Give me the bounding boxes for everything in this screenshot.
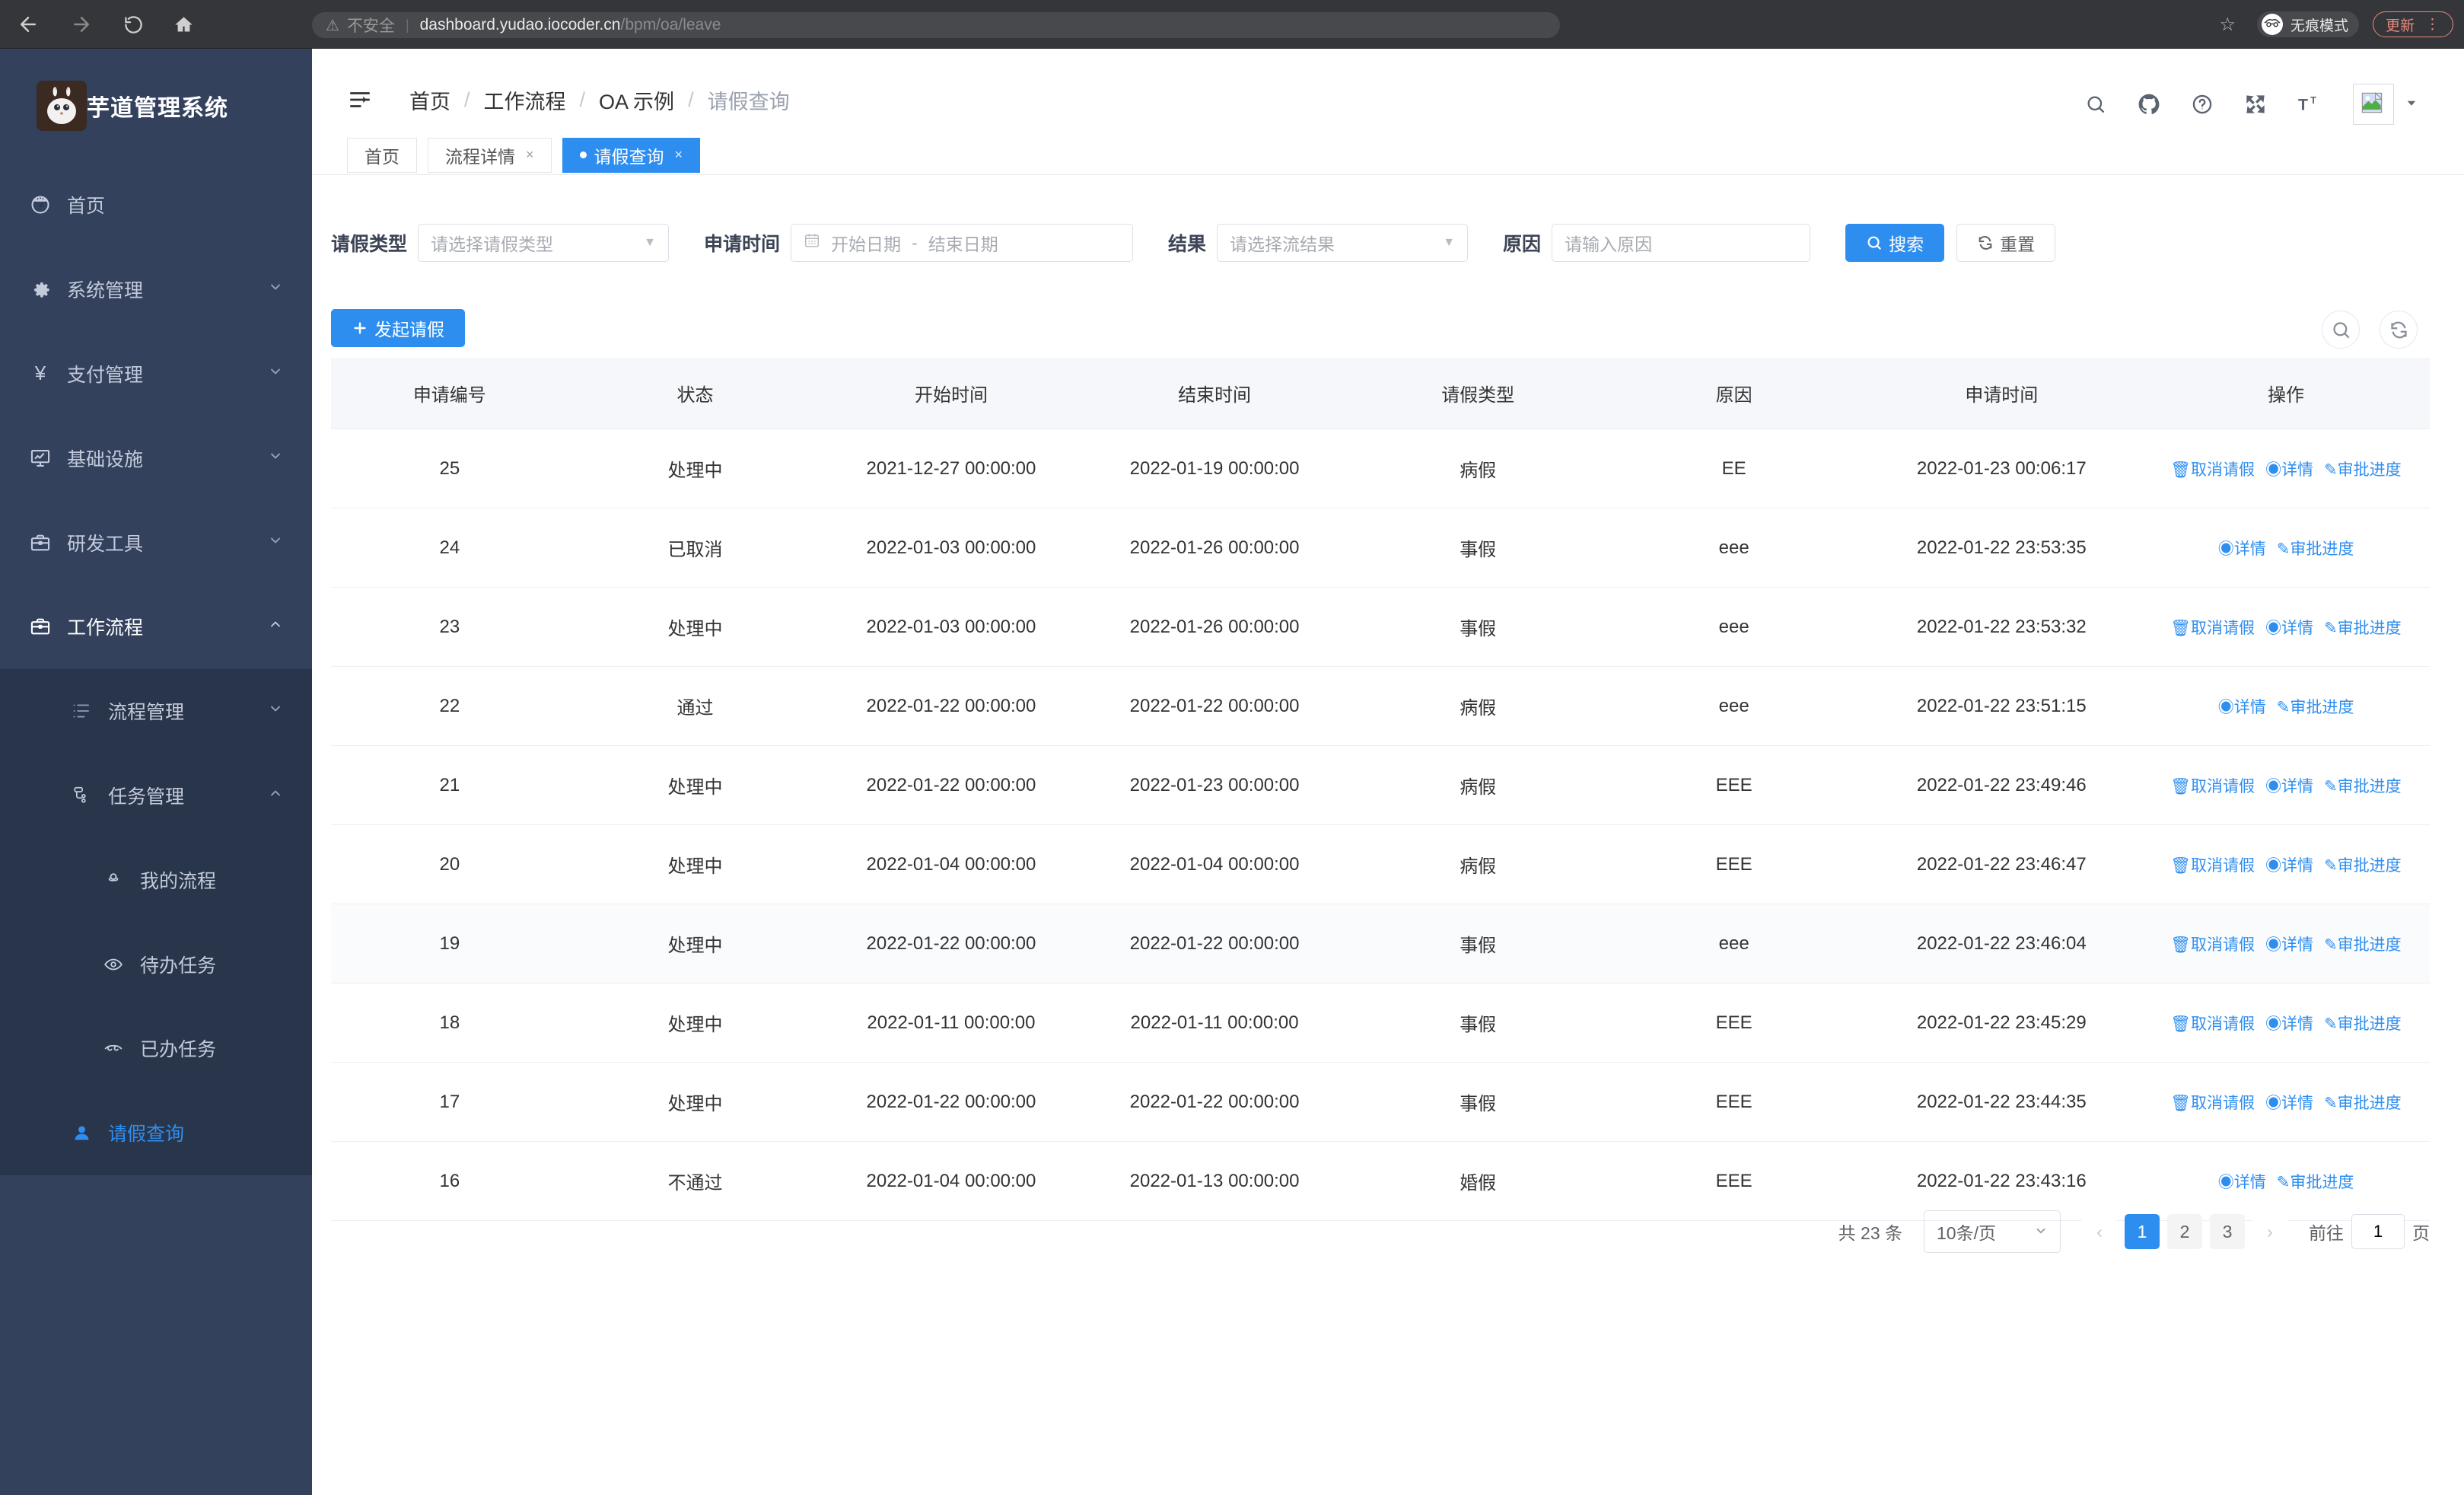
svg-text:T: T	[2310, 95, 2316, 106]
svg-text:T: T	[2298, 96, 2308, 114]
